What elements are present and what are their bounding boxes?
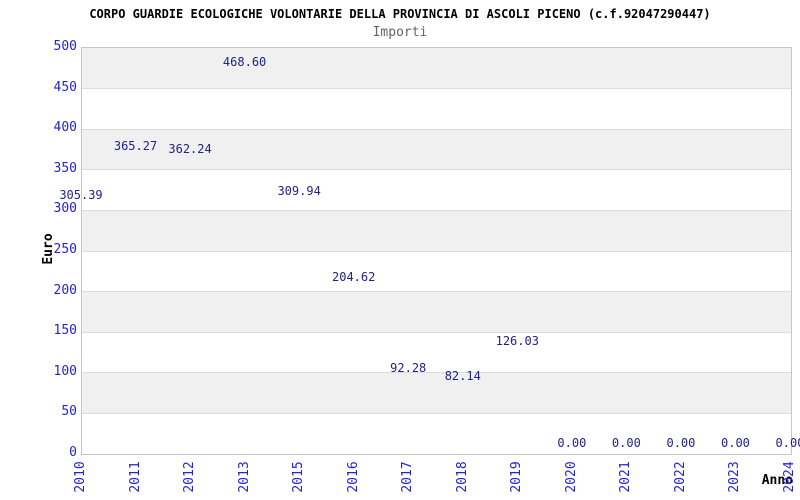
gridline [82, 291, 791, 293]
data-label: 0.00 [666, 436, 696, 450]
plot-band [82, 372, 791, 414]
data-label: 468.60 [222, 55, 267, 70]
gridline [82, 372, 791, 374]
x-tick-label: 2015 [291, 461, 307, 493]
y-tick-label: 350 [53, 160, 77, 176]
x-tick-label: 2023 [727, 461, 743, 493]
x-axis-title: Anno [761, 473, 793, 488]
chart-subtitle: Importi [372, 25, 428, 40]
y-tick-label: 400 [53, 120, 77, 136]
x-tick-label: 2016 [345, 461, 361, 493]
plot-band [82, 251, 791, 292]
gridline [82, 88, 791, 90]
gridline [82, 250, 791, 252]
y-tick-label: 300 [53, 201, 77, 217]
data-label: 305.39 [59, 188, 103, 203]
plot-band [82, 413, 791, 454]
y-tick-label: 0 [69, 445, 77, 460]
y-tick-label: 500 [53, 39, 77, 54]
plot-band [82, 129, 791, 170]
y-tick-label: 450 [53, 79, 77, 95]
gridline [82, 169, 791, 171]
gridline [82, 128, 791, 130]
data-label: 82.14 [444, 369, 481, 384]
x-tick-label: 2024 [782, 461, 797, 493]
x-tick-label: 2019 [509, 461, 525, 493]
data-label: 0.00 [611, 436, 641, 450]
x-tick-label: 2022 [672, 461, 688, 493]
data-label: 204.62 [332, 269, 376, 284]
gridline [82, 412, 791, 414]
data-label: 365.27 [113, 139, 158, 154]
y-tick-label: 100 [53, 363, 77, 379]
gridline [82, 331, 791, 333]
plot-band [82, 48, 791, 89]
data-label: 362.24 [168, 141, 212, 156]
plot-band [82, 332, 791, 373]
plot-band [82, 210, 791, 251]
x-tick-label: 2012 [182, 461, 198, 493]
y-tick-label: 150 [53, 323, 77, 339]
data-label: 0.00 [775, 436, 800, 450]
chart-title: CORPO GUARDIE ECOLOGICHE VOLONTARIE DELL… [89, 7, 711, 21]
x-tick-label: 2011 [127, 461, 143, 493]
data-label: 309.94 [277, 184, 321, 199]
x-tick-label: 2020 [563, 461, 579, 493]
gridline [82, 209, 791, 211]
data-label: 0.00 [721, 436, 750, 450]
x-tick-label: 2017 [400, 461, 416, 493]
x-tick-label: 2010 [73, 461, 88, 493]
plot-band [82, 88, 791, 130]
plot-area [81, 47, 792, 455]
x-tick-label: 2021 [618, 461, 634, 493]
plot-band [82, 291, 791, 333]
data-label: 0.00 [557, 436, 587, 450]
y-tick-label: 200 [53, 282, 77, 298]
y-tick-label: 250 [53, 242, 77, 257]
data-label: 126.03 [495, 333, 539, 348]
x-tick-label: 2018 [454, 461, 470, 493]
plot-band [82, 169, 791, 211]
y-tick-label: 50 [61, 404, 77, 420]
data-label: 92.28 [390, 361, 427, 376]
x-tick-label: 2013 [236, 461, 252, 493]
